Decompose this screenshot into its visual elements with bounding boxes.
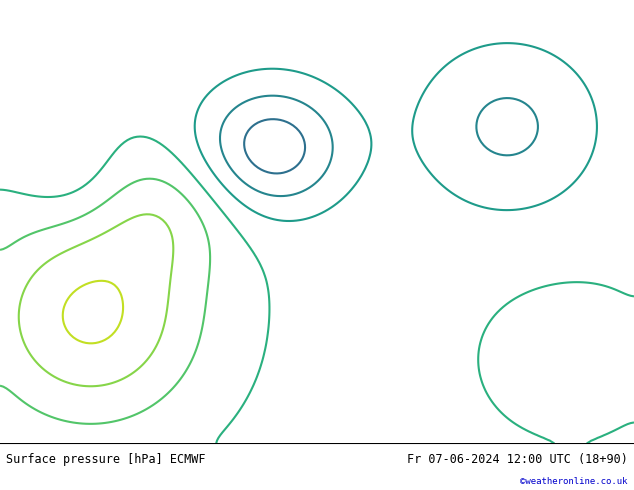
- Text: ©weatheronline.co.uk: ©weatheronline.co.uk: [520, 477, 628, 486]
- Text: Surface pressure [hPa] ECMWF: Surface pressure [hPa] ECMWF: [6, 453, 206, 466]
- Text: Fr 07-06-2024 12:00 UTC (18+90): Fr 07-06-2024 12:00 UTC (18+90): [407, 453, 628, 466]
